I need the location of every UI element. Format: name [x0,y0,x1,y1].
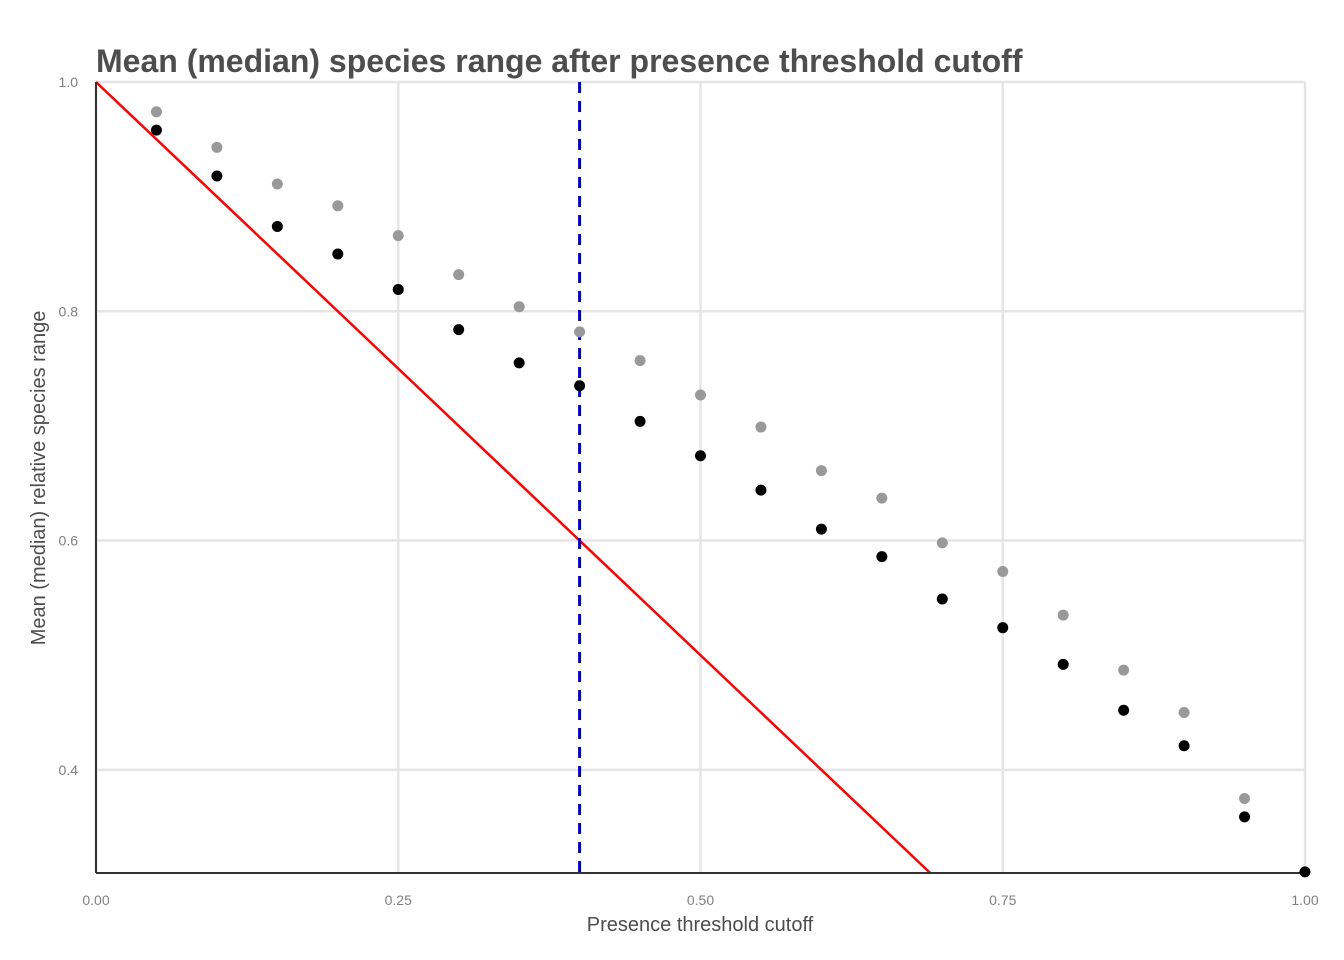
median-point [1239,811,1251,823]
axes [95,82,1305,874]
x-tick-label: 0.50 [687,892,714,908]
x-axis-label: Presence threshold cutoff [587,914,814,936]
x-tick-label: 1.00 [1291,892,1318,908]
mean-point [1057,609,1069,621]
mean-point [755,421,767,433]
median-point [332,248,344,260]
chart-title: Mean (median) species range after presen… [96,43,1023,79]
reference-lines [95,81,932,874]
y-tick-label: 0.4 [59,762,79,778]
mean-point [453,269,465,281]
x-tick-label: 0.75 [989,892,1016,908]
y-tick-label: 0.6 [59,533,79,549]
mean-point [936,537,948,549]
x-tick-label: 0.00 [82,892,109,908]
mean-point [1239,792,1251,804]
mean-point [392,230,404,242]
median-point [876,551,888,563]
y-tick-label: 1.0 [59,74,79,90]
y-axis-label: Mean (median) relative species range [28,311,50,646]
mean-point [1118,664,1130,676]
mean-point [815,465,827,477]
median-point [695,450,706,462]
mean-point [997,566,1009,578]
median-point [392,283,404,295]
mean-point [1178,707,1190,719]
median-point [453,324,465,336]
median-point [211,170,223,182]
mean-point [271,178,283,190]
mean-point [695,389,706,401]
median-point [150,124,162,136]
mean-point [150,106,162,118]
data-points [150,106,1311,878]
grid [94,80,1307,873]
median-point [936,593,948,605]
median-point [755,484,767,496]
mean-point [634,355,646,367]
mean-point [876,492,888,504]
median-point [1178,740,1190,752]
median-point [997,622,1009,634]
identity-reference-line [95,81,932,874]
median-point [513,357,525,369]
median-point [1057,658,1069,670]
median-point [634,415,646,427]
x-tick-label: 0.25 [385,892,412,908]
median-point [1299,866,1311,878]
median-point [271,220,283,232]
mean-point [211,141,223,153]
tick-labels: 0.00 0.25 0.50 0.75 1.00 0.4 0.6 0.8 1.0 [59,74,1319,908]
median-point [574,380,586,392]
mean-point [574,326,586,338]
median-point [815,523,827,535]
y-tick-label: 0.8 [59,303,79,319]
median-point [1118,704,1130,716]
mean-point [513,301,525,313]
mean-point [332,200,344,212]
